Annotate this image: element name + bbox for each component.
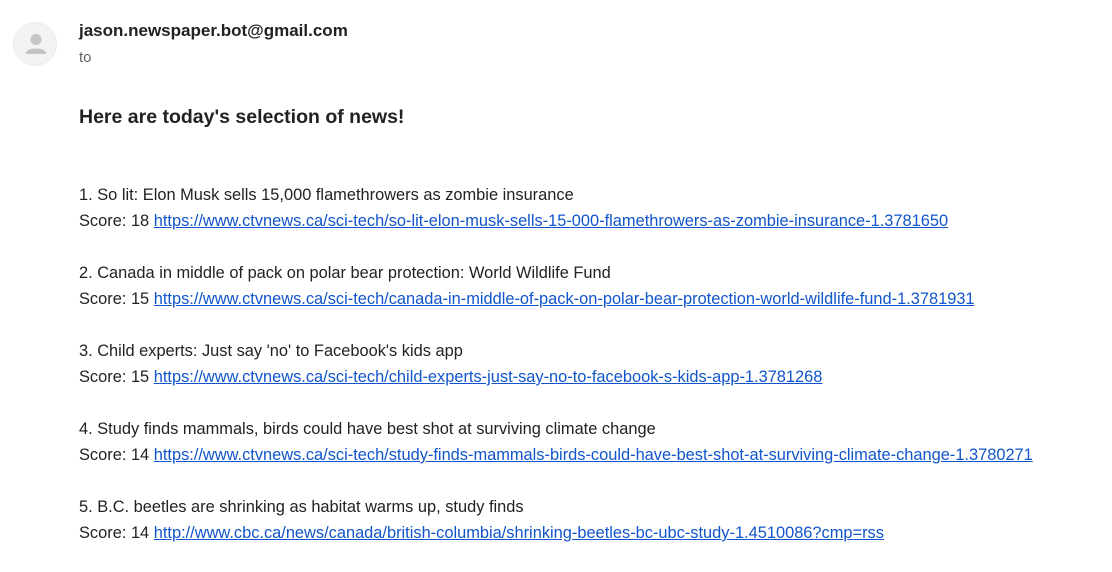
news-link[interactable]: https://www.ctvnews.ca/sci-tech/so-lit-e… <box>153 212 949 230</box>
news-score-line: Score: 15 https://www.ctvnews.ca/sci-tec… <box>79 364 1109 390</box>
news-link[interactable]: https://www.ctvnews.ca/sci-tech/study-fi… <box>153 446 1033 464</box>
message-heading: Here are today's selection of news! <box>79 106 405 128</box>
score-value: 14 <box>130 446 150 464</box>
news-title: 1. So lit: Elon Musk sells 15,000 flamet… <box>79 186 574 204</box>
score-value: 15 <box>130 290 150 308</box>
news-score-line: Score: 15 https://www.ctvnews.ca/sci-tec… <box>79 286 1109 312</box>
score-value: 15 <box>130 368 150 386</box>
score-value: 14 <box>130 524 150 542</box>
recipient-toggle[interactable]: to <box>79 49 92 66</box>
news-score-line: Score: 18 https://www.ctvnews.ca/sci-tec… <box>79 208 1109 234</box>
news-link[interactable]: https://www.ctvnews.ca/sci-tech/canada-i… <box>153 290 975 308</box>
news-score-line: Score: 14 http://www.cbc.ca/news/canada/… <box>79 520 1109 546</box>
news-item: 4. Study finds mammals, birds could have… <box>79 416 1109 468</box>
news-title: 2. Canada in middle of pack on polar bea… <box>79 264 611 282</box>
score-label: Score: <box>79 446 127 464</box>
news-title: 5. B.C. beetles are shrinking as habitat… <box>79 498 524 516</box>
score-label: Score: <box>79 524 127 542</box>
news-item: 3. Child experts: Just say 'no' to Faceb… <box>79 338 1109 390</box>
sender-email[interactable]: jason.newspaper.bot@gmail.com <box>79 21 348 40</box>
score-label: Score: <box>79 290 127 308</box>
score-label: Score: <box>79 368 127 386</box>
message-body: Here are today's selection of news! 1. S… <box>79 104 1109 572</box>
news-link[interactable]: https://www.ctvnews.ca/sci-tech/child-ex… <box>153 368 823 386</box>
news-score-line: Score: 14 https://www.ctvnews.ca/sci-tec… <box>79 442 1109 468</box>
news-link[interactable]: http://www.cbc.ca/news/canada/british-co… <box>153 524 884 542</box>
default-person-icon <box>26 34 46 54</box>
news-title: 4. Study finds mammals, birds could have… <box>79 420 656 438</box>
news-item: 2. Canada in middle of pack on polar bea… <box>79 260 1109 312</box>
news-title: 3. Child experts: Just say 'no' to Faceb… <box>79 342 463 360</box>
sender-avatar[interactable] <box>13 22 57 66</box>
score-label: Score: <box>79 212 127 230</box>
news-item: 5. B.C. beetles are shrinking as habitat… <box>79 494 1109 546</box>
score-value: 18 <box>130 212 150 230</box>
news-item: 1. So lit: Elon Musk sells 15,000 flamet… <box>79 182 1109 234</box>
